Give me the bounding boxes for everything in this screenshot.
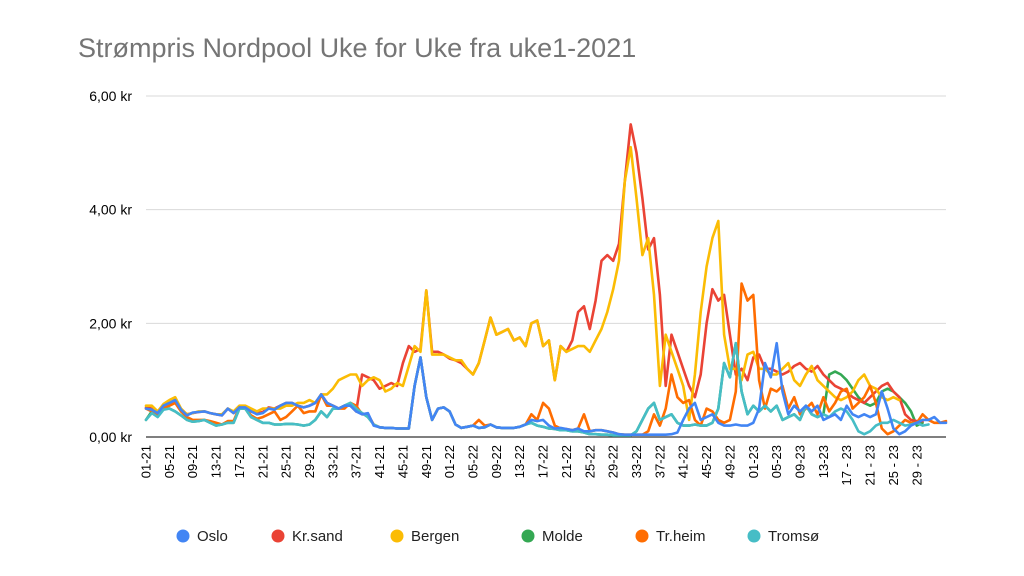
x-tick-label-19: 25-22: [582, 445, 597, 478]
legend-label-bergen: Bergen: [411, 528, 459, 545]
y-tick-label-1: 2,00 kr: [89, 315, 132, 331]
legend-marker-tr-heim: [635, 529, 649, 543]
x-tick-label-31: 21 - 23: [863, 445, 878, 485]
x-tick-label-16: 13-22: [512, 445, 527, 478]
legend-marker-kr-sand: [271, 529, 285, 543]
x-tick-label-26: 01-23: [746, 445, 761, 478]
y-axis-ticks: 0,00 kr 2,00 kr 4,00 kr 6,00 kr: [89, 88, 132, 445]
x-tick-label-32: 25 - 23: [886, 445, 901, 485]
x-tick-label-1: 05-21: [162, 445, 177, 478]
legend-label-molde: Molde: [542, 528, 583, 545]
x-tick-label-3: 13-21: [209, 445, 224, 478]
x-tick-label-18: 21-22: [559, 445, 574, 478]
chart-title: Strømpris Nordpool Uke for Uke fra uke1-…: [78, 33, 636, 63]
x-tick-label-22: 37-22: [652, 445, 667, 478]
x-tick-label-7: 29-21: [302, 445, 317, 478]
x-tick-label-0: 01-21: [139, 445, 154, 478]
series-line-bergen: [144, 145, 901, 422]
x-tick-label-21: 33-22: [629, 445, 644, 478]
x-tick-label-27: 05-23: [769, 445, 784, 478]
legend-label-kr-sand: Kr.sand: [292, 528, 343, 545]
x-tick-label-30: 17 - 23: [839, 445, 854, 485]
x-tick-label-14: 05-22: [466, 445, 481, 478]
legend-label-oslo: Oslo: [197, 528, 228, 545]
x-tick-label-23: 41-22: [676, 445, 691, 478]
y-tick-label-3: 6,00 kr: [89, 88, 132, 104]
series-line-tr-heim: [144, 282, 948, 437]
legend-marker-molde: [521, 529, 535, 543]
x-tick-label-5: 21-21: [255, 445, 270, 478]
x-tick-label-6: 25-21: [279, 445, 294, 478]
series-line-troms-: [144, 341, 930, 437]
y-tick-label-0: 0,00 kr: [89, 429, 132, 445]
x-tick-label-12: 49-21: [419, 445, 434, 478]
series-line-oslo: [144, 341, 948, 437]
y-tick-label-2: 4,00 kr: [89, 202, 132, 218]
x-tick-label-20: 29-22: [606, 445, 621, 478]
legend-marker-troms-: [747, 529, 761, 543]
x-tick-label-4: 17-21: [232, 445, 247, 478]
legend-label-troms-: Tromsø: [768, 528, 819, 545]
x-tick-label-17: 17-22: [536, 445, 551, 478]
x-tick-label-13: 01-22: [442, 445, 457, 478]
x-tick-label-10: 41-21: [372, 445, 387, 478]
x-tick-label-9: 37-21: [349, 445, 364, 478]
x-tick-label-28: 09-23: [793, 445, 808, 478]
series-lines: [144, 123, 948, 437]
x-tick-label-33: 29 - 23: [909, 445, 924, 485]
legend-marker-oslo: [176, 529, 190, 543]
x-tick-label-29: 13-23: [816, 445, 831, 478]
x-tick-label-11: 45-21: [395, 445, 410, 478]
x-tick-label-2: 09-21: [185, 445, 200, 478]
legend-label-tr-heim: Tr.heim: [656, 528, 705, 545]
x-tick-label-15: 09-22: [489, 445, 504, 478]
legend: Oslo Kr.sand Bergen Molde Tr.heim Tromsø: [176, 528, 819, 545]
x-tick-label-24: 45-22: [699, 445, 714, 478]
gridlines: [146, 95, 946, 438]
legend-marker-bergen: [390, 529, 404, 543]
x-tick-label-8: 33-21: [325, 445, 340, 478]
x-axis-ticks: 01-21 05-21 09-21 13-21 17-21 21-21 25-21 29-21…: [139, 445, 925, 485]
x-tick-label-25: 49-22: [722, 445, 737, 478]
